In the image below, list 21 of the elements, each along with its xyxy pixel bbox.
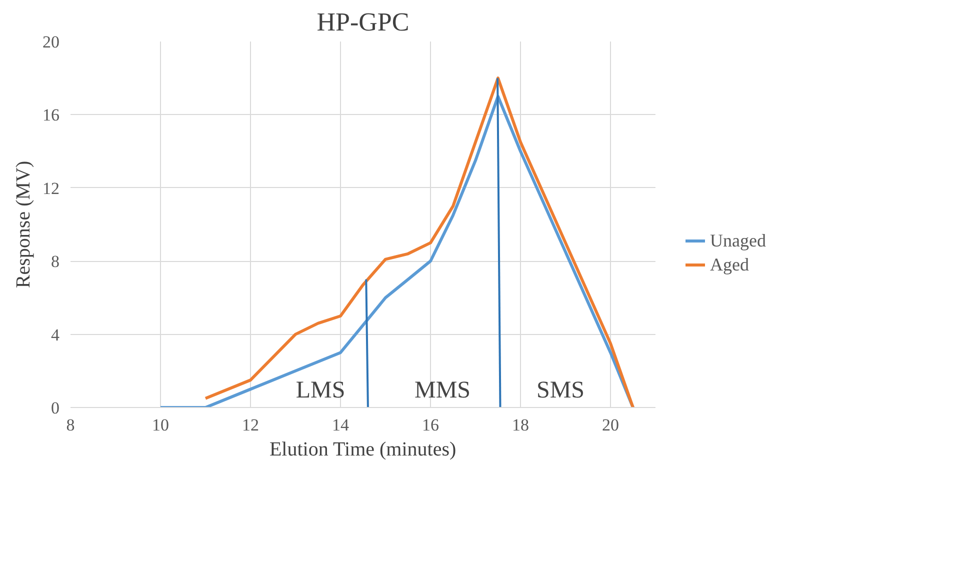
y-tick-label: 4 xyxy=(51,325,60,344)
legend-label: Aged xyxy=(710,254,749,275)
legend-label: Unaged xyxy=(710,230,766,251)
x-axis-title: Elution Time (minutes) xyxy=(269,438,456,460)
x-tick-label: 8 xyxy=(66,416,75,434)
x-tick-label: 20 xyxy=(602,416,619,434)
y-tick-label: 8 xyxy=(51,252,60,272)
x-tick-label: 14 xyxy=(332,416,350,434)
chart-title: HP-GPC xyxy=(316,8,410,36)
x-tick-label: 18 xyxy=(512,416,529,434)
x-tick-label: 12 xyxy=(242,416,259,434)
y-tick-label: 0 xyxy=(51,398,60,418)
annotation: LMS xyxy=(296,378,346,404)
annotation: MMS xyxy=(414,378,471,404)
x-tick-label: 16 xyxy=(422,416,439,434)
annotation: SMS xyxy=(536,378,585,404)
x-tick-label: 10 xyxy=(152,416,169,434)
y-axis-title: Response (MV) xyxy=(12,160,34,288)
y-tick-label: 12 xyxy=(42,178,60,198)
y-tick-label: 20 xyxy=(42,32,60,52)
y-tick-label: 16 xyxy=(42,106,60,125)
